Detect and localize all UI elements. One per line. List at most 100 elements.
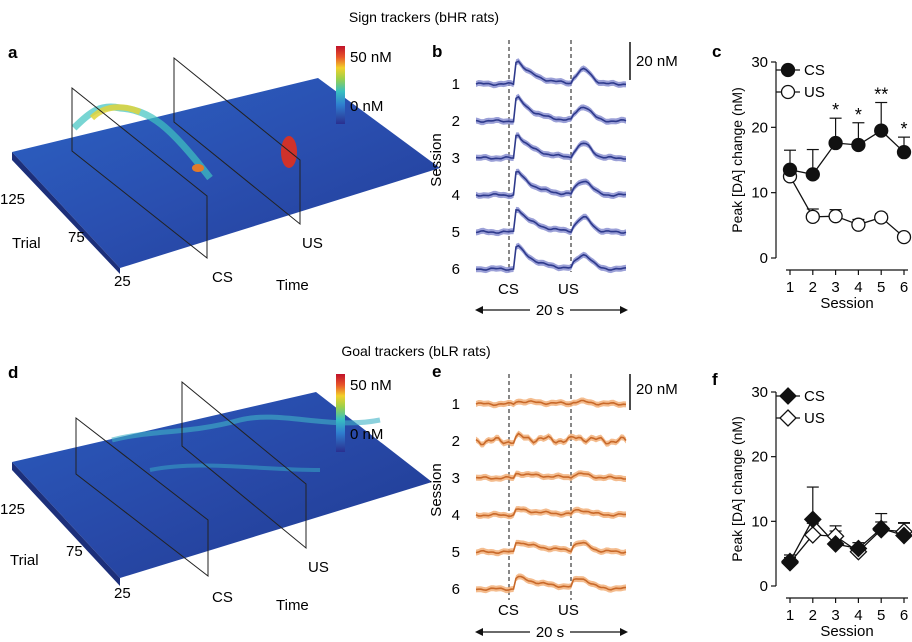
trace-session-2 (475, 432, 627, 446)
y-tick-label: 30 (751, 54, 768, 71)
cs-label-d: CS (212, 589, 233, 606)
series-line-us (789, 176, 905, 238)
x-axis-label: Session (820, 623, 873, 640)
y-tick-label: 20 (751, 449, 768, 466)
sem-band-session-5 (476, 539, 626, 557)
colorbar-a-min: 0 nM (350, 98, 383, 115)
session-label-4: 4 (452, 187, 460, 204)
colorbar-d: 50 nM 0 nM (336, 374, 392, 452)
session-label-3: 3 (452, 150, 460, 167)
panel-b-duration-bg (530, 300, 570, 320)
data-point-us (805, 209, 820, 224)
y-tick-label: 20 (751, 119, 768, 136)
data-point-cs (851, 137, 866, 153)
y-axis-label: Peak [DA] change (nM) (729, 416, 745, 562)
session-label-6: 6 (452, 581, 460, 598)
y-tick-label: 0 (760, 578, 768, 595)
x-tick-label: 4 (854, 279, 862, 296)
legend-marker-cs (779, 387, 797, 405)
data-point-cs (782, 162, 798, 177)
header-goal-trackers: Goal trackers (bLR rats) (341, 343, 490, 359)
data-point-us (896, 229, 912, 245)
legend-marker-cs (780, 62, 796, 78)
legend-marker-us (780, 84, 796, 100)
trace-session-5 (475, 541, 627, 555)
x-tick-label: 3 (831, 607, 839, 624)
surface-a-peak (281, 136, 297, 168)
us-label-a: US (302, 235, 323, 252)
trial-tick-75-a: 75 (68, 229, 85, 246)
surface-a-ridge-hot (89, 104, 142, 121)
panel-e-ylabel: Session (428, 463, 445, 516)
significance-marker: * (832, 100, 839, 120)
panel-b-duration-label: 20 s (536, 302, 564, 319)
panel-a: a 125 75 25 Trial CS US Time (0, 43, 440, 294)
x-tick-label: 1 (786, 279, 794, 296)
panel-b-us-label: US (558, 281, 579, 298)
colorbar-d-scale (336, 374, 345, 452)
y-axis-label: Peak [DA] change (nM) (729, 87, 745, 233)
data-point-cs (803, 510, 822, 529)
session-label-1: 1 (452, 396, 460, 413)
colorbar-a: 50 nM 0 nM (336, 46, 392, 124)
y-tick-label: 10 (751, 513, 768, 530)
trial-tick-125-d: 125 (0, 501, 25, 518)
y-tick-label: 0 (760, 250, 768, 267)
panel-e: e Session 20 nM 1 2 3 4 5 6 CS US 20 s (428, 362, 678, 642)
trace-session-4 (475, 170, 627, 197)
trace-session-1 (475, 60, 627, 87)
colorbar-a-scale (336, 46, 345, 124)
sem-band-session-3 (476, 470, 626, 482)
trace-session-6 (475, 575, 627, 592)
panel-b: b Session 20 nM 1 2 3 4 5 6 CS US 20 s (428, 40, 678, 320)
x-tick-label: 1 (786, 607, 794, 624)
x-axis-label: Session (820, 295, 873, 312)
data-point-cs (895, 526, 912, 545)
panel-letter: c (712, 42, 721, 61)
significance-marker: * (855, 105, 862, 125)
trace-session-6 (475, 244, 627, 271)
cs-plane-a (71, 86, 208, 260)
data-point-cs (874, 123, 889, 138)
panel-b-traces: 1 2 3 4 5 6 (452, 58, 627, 278)
session-label-5: 5 (452, 544, 460, 561)
session-label-5: 5 (452, 224, 460, 241)
legend-label-cs: CS (804, 62, 825, 79)
panel-b-letter: b (432, 42, 442, 61)
x-tick-label: 3 (831, 279, 839, 296)
sem-band-session-6 (476, 573, 626, 594)
data-point-cs (849, 539, 868, 558)
time-label-d: Time (276, 597, 309, 614)
trace-session-1 (475, 399, 627, 407)
x-tick-label: 6 (900, 607, 908, 624)
surface-d-ridge-2 (149, 463, 321, 472)
colorbar-d-min: 0 nM (350, 426, 383, 443)
session-label-3: 3 (452, 470, 460, 487)
data-point-cs (826, 535, 845, 553)
trace-session-4 (475, 508, 627, 518)
legend-marker-us (779, 409, 797, 427)
trial-tick-125-a: 125 (0, 191, 25, 208)
cs-label-a: CS (212, 269, 233, 286)
x-tick-label: 2 (809, 607, 817, 624)
us-plane-d (181, 380, 307, 550)
trial-label-a: Trial (12, 235, 41, 252)
surface-a-peak-small (192, 164, 204, 172)
panel-e-duration-label: 20 s (536, 624, 564, 641)
sem-band-session-1 (476, 58, 626, 89)
session-label-6: 6 (452, 261, 460, 278)
x-tick-label: 6 (900, 279, 908, 296)
panel-b-cs-label: CS (498, 281, 519, 298)
panel-e-cs-label: CS (498, 602, 519, 619)
header-sign-trackers: Sign trackers (bHR rats) (349, 9, 499, 25)
time-label-a: Time (276, 277, 309, 294)
panel-b-arrowhead-right (620, 306, 628, 314)
trace-session-2 (475, 95, 627, 123)
panel-e-traces: 1 2 3 4 5 6 (452, 396, 627, 598)
data-point-cs (896, 145, 912, 160)
panel-letter: f (712, 370, 718, 389)
data-point-cs (805, 167, 820, 182)
surface-a-front-edge (12, 152, 120, 274)
significance-marker: ** (874, 85, 888, 105)
